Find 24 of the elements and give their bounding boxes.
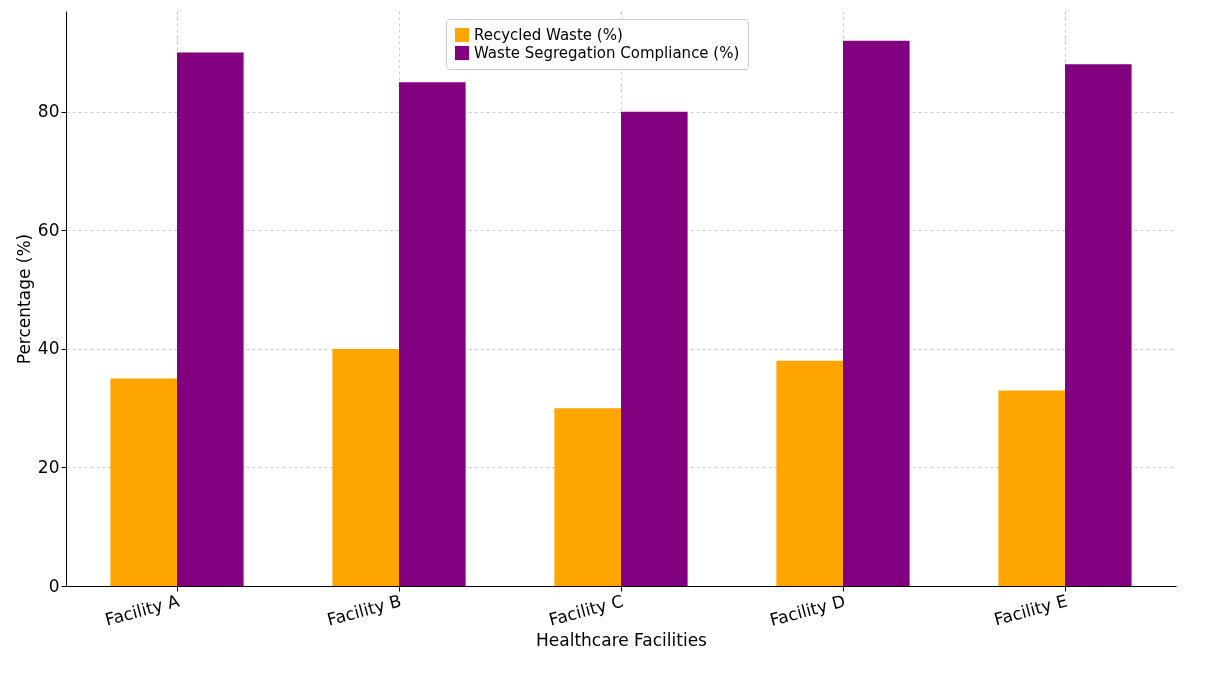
bar xyxy=(843,40,910,586)
bar xyxy=(621,111,688,586)
bar xyxy=(554,408,621,586)
x-tick-label: Facility B xyxy=(324,590,404,630)
y-tick-label: 80 xyxy=(37,101,60,122)
bar xyxy=(177,52,244,586)
y-tick-label: 60 xyxy=(37,219,60,240)
y-tick-label: 40 xyxy=(37,338,60,359)
bar xyxy=(998,390,1065,586)
legend-label: Waste Segregation Compliance (%) xyxy=(474,44,740,62)
x-axis-title: Healthcare Facilities xyxy=(536,629,708,650)
y-tick-label: 0 xyxy=(48,575,60,596)
x-tick-label: Facility D xyxy=(767,590,848,630)
y-tick-label: 20 xyxy=(37,456,60,477)
bar xyxy=(332,348,399,586)
x-tick-label: Facility C xyxy=(546,590,626,630)
x-tick-label: Facility A xyxy=(102,590,182,630)
x-tick-label: Facility E xyxy=(991,590,1070,630)
y-axis-title: Percentage (%) xyxy=(13,233,34,365)
bar xyxy=(399,82,466,586)
bar xyxy=(776,360,843,586)
bar xyxy=(110,378,177,586)
legend-label: Recycled Waste (%) xyxy=(474,26,623,44)
bar xyxy=(1065,64,1132,586)
